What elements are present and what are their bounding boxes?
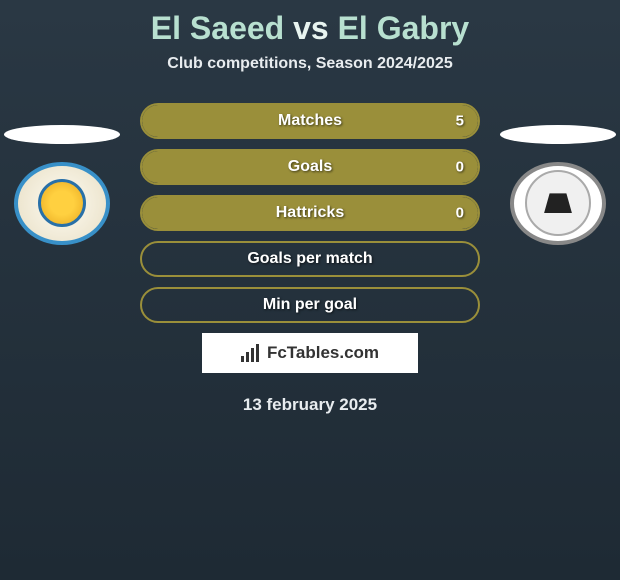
- bar-chart-icon: [241, 344, 263, 362]
- stat-label: Goals: [288, 158, 332, 176]
- player2-club-badge: [510, 162, 606, 245]
- player1-placeholder-oval: [4, 125, 120, 144]
- stat-label: Hattricks: [276, 204, 344, 222]
- stat-right-value: 5: [456, 113, 464, 130]
- subtitle: Club competitions, Season 2024/2025: [0, 55, 620, 73]
- stat-label: Matches: [278, 112, 342, 130]
- player1-club-badge: [14, 162, 110, 245]
- player2-avatar-wrap: [498, 125, 618, 245]
- stat-row-goals-per-match: Goals per match: [140, 241, 480, 277]
- brand-box[interactable]: FcTables.com: [202, 333, 418, 373]
- player2-placeholder-oval: [500, 125, 616, 144]
- brand-text: FcTables.com: [267, 343, 379, 363]
- stats-container: Matches 5 Goals 0 Hattricks 0 Goals per …: [140, 103, 480, 323]
- player1-name: El Saeed: [151, 10, 284, 46]
- player2-name: El Gabry: [338, 10, 470, 46]
- stat-row-min-per-goal: Min per goal: [140, 287, 480, 323]
- date-text: 13 february 2025: [0, 395, 620, 415]
- stat-label: Goals per match: [247, 250, 372, 268]
- stat-right-value: 0: [456, 159, 464, 176]
- stat-row-hattricks: Hattricks 0: [140, 195, 480, 231]
- comparison-title: El Saeed vs El Gabry: [0, 0, 620, 55]
- stat-row-goals: Goals 0: [140, 149, 480, 185]
- player1-avatar-wrap: [2, 125, 122, 245]
- stat-row-matches: Matches 5: [140, 103, 480, 139]
- title-vs: vs: [293, 10, 329, 46]
- stat-label: Min per goal: [263, 296, 357, 314]
- stat-right-value: 0: [456, 205, 464, 222]
